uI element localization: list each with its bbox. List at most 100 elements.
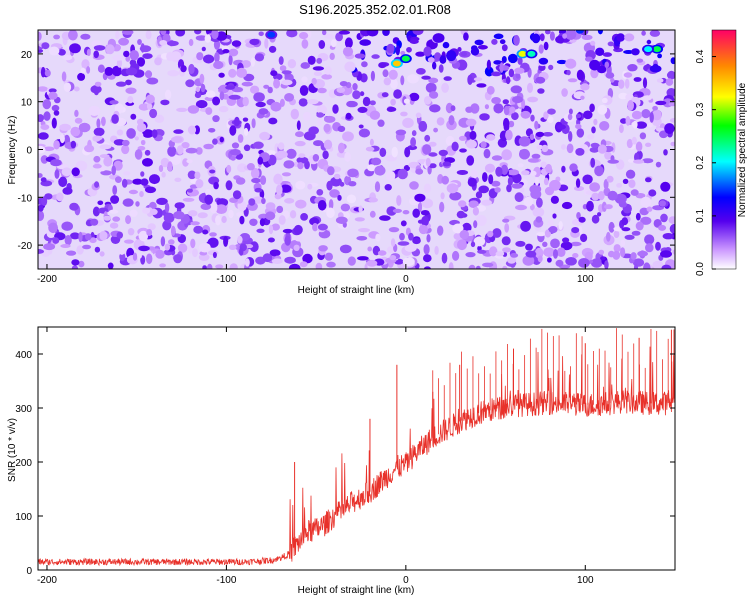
- heatmap-cell: [317, 116, 322, 127]
- colorbar-tick-label: 0.1: [695, 209, 706, 223]
- heatmap-cell: [520, 220, 531, 232]
- heatmap-cell: [425, 82, 437, 94]
- heatmap-cell: [423, 96, 432, 105]
- heatmap-cell: [561, 144, 566, 150]
- heatmap-cell: [140, 139, 146, 146]
- heatmap-cell: [194, 30, 202, 35]
- heatmap-cell: [271, 223, 281, 231]
- heatmap-cell: [218, 105, 229, 113]
- heatmap-cell: [537, 255, 543, 263]
- heatmap-cell: [253, 141, 264, 149]
- heatmap-cell: [329, 189, 340, 198]
- heatmap-cell: [400, 75, 405, 86]
- heatmap-cell: [538, 57, 549, 65]
- heatmap-cell: [501, 149, 512, 161]
- heatmap-cell: [269, 249, 281, 257]
- heatmap-cell: [345, 112, 352, 120]
- heatmap-cell: [594, 165, 604, 177]
- heatmap-cell: [542, 241, 548, 247]
- heatmap-cell: [568, 108, 573, 115]
- heatmap-cell: [164, 243, 171, 251]
- heatmap-cell: [547, 108, 556, 115]
- heatmap-cell: [572, 253, 579, 258]
- heatmap-cell: [284, 256, 296, 264]
- colorbar-tick-label: 0.3: [695, 102, 706, 116]
- heatmap-cell: [547, 116, 554, 123]
- heatmap-cell: [59, 133, 65, 144]
- heatmap-cell: [164, 202, 170, 213]
- heatmap-cell: [637, 250, 648, 257]
- heatmap-cell: [105, 44, 115, 55]
- heatmap-cell: [116, 231, 124, 239]
- heatmap-cell: [404, 147, 411, 158]
- heatmap-cell: [468, 264, 476, 269]
- heatmap-cell: [278, 142, 285, 150]
- heatmap-cell: [263, 84, 270, 89]
- heatmap-cell: [402, 257, 415, 267]
- heatmap-cell: [140, 178, 149, 186]
- heatmap-cell: [264, 162, 270, 168]
- heatmap-cell: [290, 108, 299, 120]
- snr-x-label: Height of straight line (km): [298, 585, 415, 596]
- heatmap-cell: [311, 77, 317, 85]
- heatmap-cell: [502, 218, 510, 223]
- heatmap-cell: [104, 66, 114, 76]
- heatmap-cell: [144, 70, 153, 79]
- heatmap-cell: [402, 117, 414, 128]
- heatmap-hotspot: [401, 55, 410, 62]
- heatmap-cell: [543, 247, 555, 257]
- heatmap-cell: [367, 246, 373, 252]
- x-tick-label: -200: [37, 274, 57, 285]
- x-tick-label: 100: [577, 575, 594, 586]
- heatmap-cell: [329, 52, 335, 61]
- heatmap-cell: [241, 60, 251, 68]
- heatmap-cell: [567, 113, 573, 121]
- heatmap-cell: [118, 37, 129, 46]
- heatmap-cell: [486, 134, 496, 141]
- heatmap-cell: [543, 111, 549, 120]
- heatmap-cell: [309, 217, 320, 226]
- heatmap-cell: [302, 253, 313, 264]
- heatmap-cell: [134, 136, 139, 141]
- heatmap-cell: [585, 56, 593, 62]
- heatmap-cell: [242, 96, 249, 107]
- heatmap-cell: [356, 236, 368, 241]
- heatmap-cell: [219, 91, 225, 101]
- heatmap-cell: [61, 221, 73, 231]
- heatmap-cell: [344, 61, 356, 73]
- snr-frame: [37, 326, 676, 571]
- heatmap-cell: [586, 200, 594, 212]
- heatmap-cell: [374, 165, 386, 176]
- heatmap-cell: [187, 105, 200, 114]
- heatmap-cell: [301, 39, 309, 49]
- heatmap-cell: [270, 101, 282, 112]
- heatmap-cell: [599, 121, 610, 131]
- heatmap-cell: [441, 82, 449, 93]
- heatmap-cell: [294, 140, 306, 147]
- heatmap-cell: [223, 236, 229, 247]
- heatmap-cell: [204, 194, 213, 205]
- heatmap-cell: [235, 177, 246, 185]
- heatmap-cell: [420, 210, 430, 216]
- heatmap-cell: [369, 100, 376, 106]
- heatmap-cell: [142, 53, 153, 59]
- heatmap-cell: [548, 64, 554, 71]
- heatmap-cell: [495, 166, 503, 177]
- heatmap-cell: [530, 189, 542, 200]
- heatmap-cell: [340, 203, 351, 212]
- heatmap-cell: [92, 206, 100, 217]
- heatmap-cell: [110, 195, 120, 204]
- heatmap-cell: [662, 233, 674, 240]
- heatmap-cell: [348, 181, 357, 187]
- heatmap-cell: [565, 30, 577, 40]
- heatmap-cell: [107, 262, 114, 269]
- heatmap-cell: [294, 235, 303, 242]
- heatmap-cell: [476, 83, 487, 88]
- heatmap-cell: [167, 146, 177, 157]
- heatmap-cell: [410, 137, 416, 148]
- heatmap-cell: [293, 224, 303, 235]
- heatmap-cell: [99, 230, 108, 241]
- heatmap-cell: [299, 261, 308, 268]
- heatmap-cell: [84, 233, 92, 241]
- heatmap-cell: [286, 148, 297, 159]
